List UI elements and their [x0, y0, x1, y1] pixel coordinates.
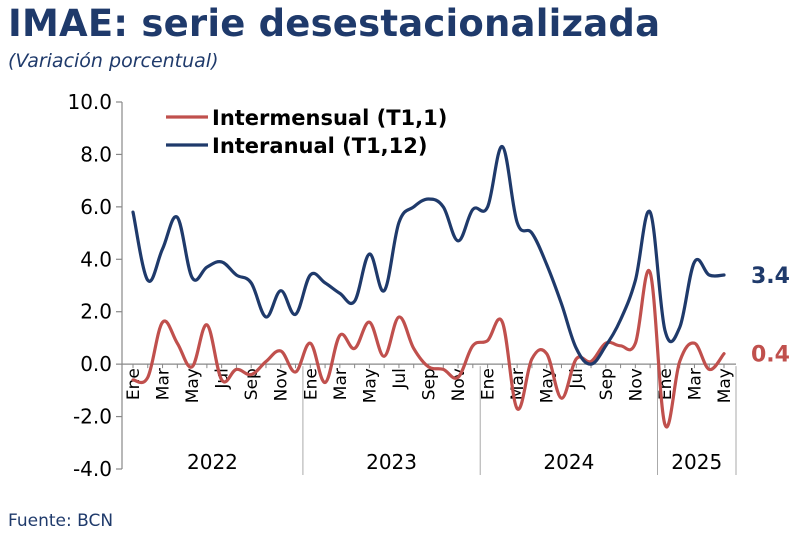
x-month-label: Nov — [449, 368, 469, 401]
x-year-label: 2025 — [671, 450, 722, 474]
x-year-label: 2024 — [543, 450, 594, 474]
end-value-label: 0.4 — [751, 343, 790, 368]
x-month-label: Sep — [597, 368, 617, 400]
chart-subtitle: (Variación porcentual) — [8, 50, 219, 72]
line-chart: 10.0 8.0 6.0 4.0 2.0 0.0 -2.0 -4.0 Ene Mar May Jul S… — [67, 90, 790, 481]
y-tick-label: 8.0 — [80, 142, 112, 166]
x-month-label: Mar — [331, 368, 351, 400]
chart-title: IMAE: serie desestacionalizada — [8, 2, 661, 45]
x-month-label: Ene — [301, 368, 321, 400]
end-labels: 0.4 3.4 — [751, 264, 790, 368]
x-month-label: May — [715, 368, 735, 403]
legend: Intermensual (T1,1) Interanual (T1,12) — [166, 106, 447, 158]
x-month-label: Mar — [685, 368, 705, 400]
y-tick-label: 6.0 — [80, 195, 112, 219]
x-year-label: 2023 — [366, 450, 417, 474]
x-month-label: Nov — [272, 368, 292, 401]
x-month-label: May — [183, 368, 203, 403]
series-lines — [131, 144, 726, 429]
y-tick-label: -4.0 — [73, 457, 112, 481]
y-tick-label: 10.0 — [67, 90, 112, 114]
x-month-label: Ene — [479, 368, 499, 400]
x-month-label: May — [360, 368, 380, 403]
y-tick-label: 2.0 — [80, 300, 112, 324]
x-month-label: Nov — [626, 368, 646, 401]
series-line-intermensual — [131, 268, 726, 429]
source-note: Fuente: BCN — [8, 511, 114, 531]
series-line-interanual — [131, 144, 726, 366]
x-month-label: Ene — [124, 368, 144, 400]
x-month-label: Sep — [242, 368, 262, 400]
y-tick-label: -2.0 — [73, 405, 112, 429]
y-tick-label: 4.0 — [80, 247, 112, 271]
legend-label: Interanual (T1,12) — [212, 134, 428, 158]
end-value-label: 3.4 — [751, 264, 790, 289]
y-tick-label: 0.0 — [80, 352, 112, 376]
x-month-label: Jul — [390, 368, 410, 390]
legend-label: Intermensual (T1,1) — [212, 106, 447, 130]
x-year-label: 2022 — [187, 450, 238, 474]
axes: 10.0 8.0 6.0 4.0 2.0 0.0 -2.0 -4.0 Ene Mar May Jul S… — [67, 90, 737, 481]
x-month-label: Mar — [154, 368, 174, 400]
x-month-label: Sep — [420, 368, 440, 400]
